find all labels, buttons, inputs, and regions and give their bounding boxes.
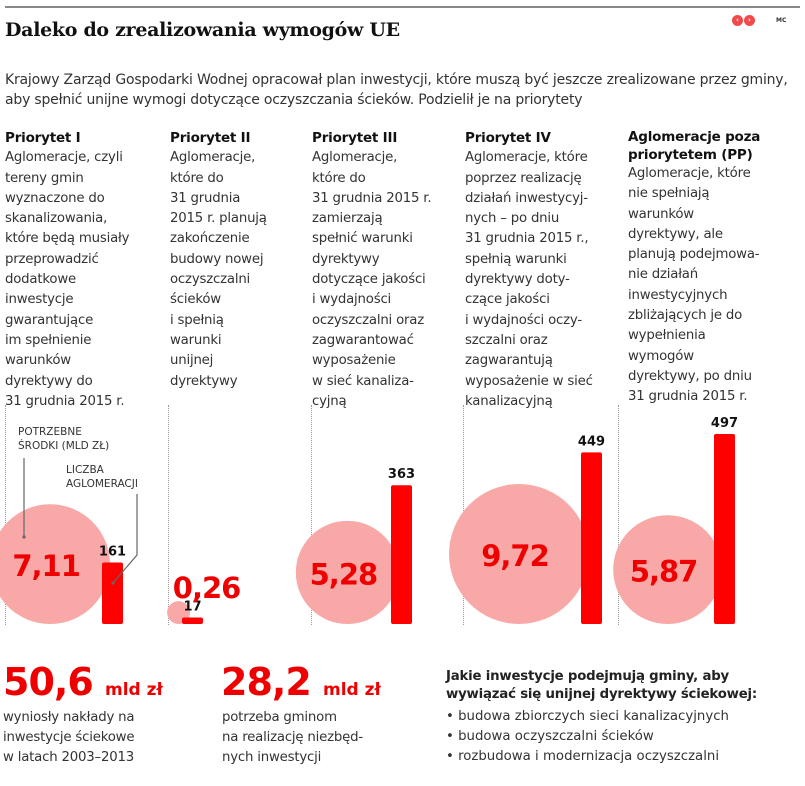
list-item: budowa zbiorczych sieci kanalizacyjnych	[446, 707, 729, 727]
circle-value-label: 7,11	[12, 549, 80, 583]
column-description: Aglomeracje, które nie spełniają warunkó…	[628, 166, 760, 405]
column-priority-pp: Aglomeracje poza priorytetem (PP) Aglome…	[628, 128, 803, 408]
top-rule	[5, 6, 800, 8]
bar-mark	[581, 452, 602, 624]
intro-text: Krajowy Zarząd Gospodarki Wodnej opracow…	[5, 72, 788, 108]
bar-mark	[714, 434, 735, 624]
legend-bar-label: LICZBA AGLOMERACJI	[66, 464, 138, 490]
bar-mark	[391, 485, 412, 624]
column-priority-4: Priorytet IV Aglomeracje, które poprzez …	[465, 128, 617, 412]
circle-mark	[295, 520, 399, 625]
page-title: Daleko do zrealizowania wymogów UE	[5, 19, 400, 41]
legend-leader-line	[112, 494, 138, 584]
circle-mark	[449, 484, 589, 624]
column-description: Aglomeracje, które do 31 grudnia 2015 r.…	[312, 150, 432, 409]
bar-mark	[102, 562, 123, 624]
list-item: rozbudowa i modernizacja oczyszczalni	[446, 747, 729, 767]
stat-value: 50,6	[3, 660, 94, 704]
bar-mark	[182, 617, 203, 624]
author-credit: MC	[776, 17, 787, 24]
stat-needed: 28,2 mld zł	[221, 660, 381, 704]
bar-value-label: 497	[711, 416, 738, 431]
column-divider	[168, 405, 169, 625]
bar-value-label: 161	[99, 544, 126, 559]
column-heading: Priorytet I	[5, 130, 81, 146]
legend-circle-label: POTRZEBNE ŚRODKI (MLD ZŁ)	[18, 426, 110, 452]
circle-value-label: 5,87	[630, 555, 698, 589]
list-item: budowa oczyszczalni ścieków	[446, 727, 729, 747]
column-heading: Priorytet II	[170, 130, 251, 146]
column-heading: Priorytet III	[312, 130, 398, 146]
stat-unit: mld zł	[105, 680, 163, 700]
legend-leader-dot	[111, 581, 115, 585]
bar-value-label: 17	[183, 600, 201, 615]
column-divider	[311, 405, 312, 625]
stat-unit: mld zł	[323, 680, 381, 700]
circle-mark	[613, 515, 722, 624]
bar-value-label: 363	[388, 467, 415, 482]
column-priority-2: Priorytet II Aglomeracje, które do 31 gr…	[170, 128, 310, 392]
column-description: Aglomeracje, czyli tereny gmin wyznaczon…	[5, 150, 130, 409]
bar-value-label: 449	[578, 434, 605, 449]
circle-value-label: 9,72	[481, 539, 549, 573]
stat-description: potrzeba gminom na realizację niezbęd- n…	[222, 710, 363, 765]
column-divider	[5, 405, 6, 625]
investments-list: budowa zbiorczych sieci kanalizacyjnych …	[446, 707, 729, 767]
circle-mark	[0, 504, 110, 624]
circle-value-label: 5,28	[310, 557, 378, 591]
investments-question: Jakie inwestycje podejmują gminy, aby wy…	[446, 669, 758, 702]
column-heading: Aglomeracje poza priorytetem (PP)	[628, 129, 761, 163]
column-heading: Priorytet IV	[465, 130, 551, 146]
column-divider	[618, 405, 619, 625]
stat-total-spent: 50,6 mld zł	[3, 660, 163, 704]
column-priority-3: Priorytet III Aglomeracje, które do 31 g…	[312, 128, 462, 412]
column-priority-1: Priorytet I Aglomeracje, czyli tereny gm…	[5, 128, 165, 412]
stat-description: wyniosły nakłady na inwestycje ściekowe …	[3, 710, 135, 765]
column-description: Aglomeracje, które do 31 grudnia 2015 r.…	[170, 150, 267, 389]
legend-leader-dot	[22, 535, 26, 539]
stat-value: 28,2	[221, 660, 312, 704]
column-description: Aglomeracje, które poprzez realizację dz…	[465, 150, 593, 409]
publisher-logo-icon: ‹ ›	[732, 15, 755, 26]
circle-value-label: 0,26	[173, 571, 241, 605]
